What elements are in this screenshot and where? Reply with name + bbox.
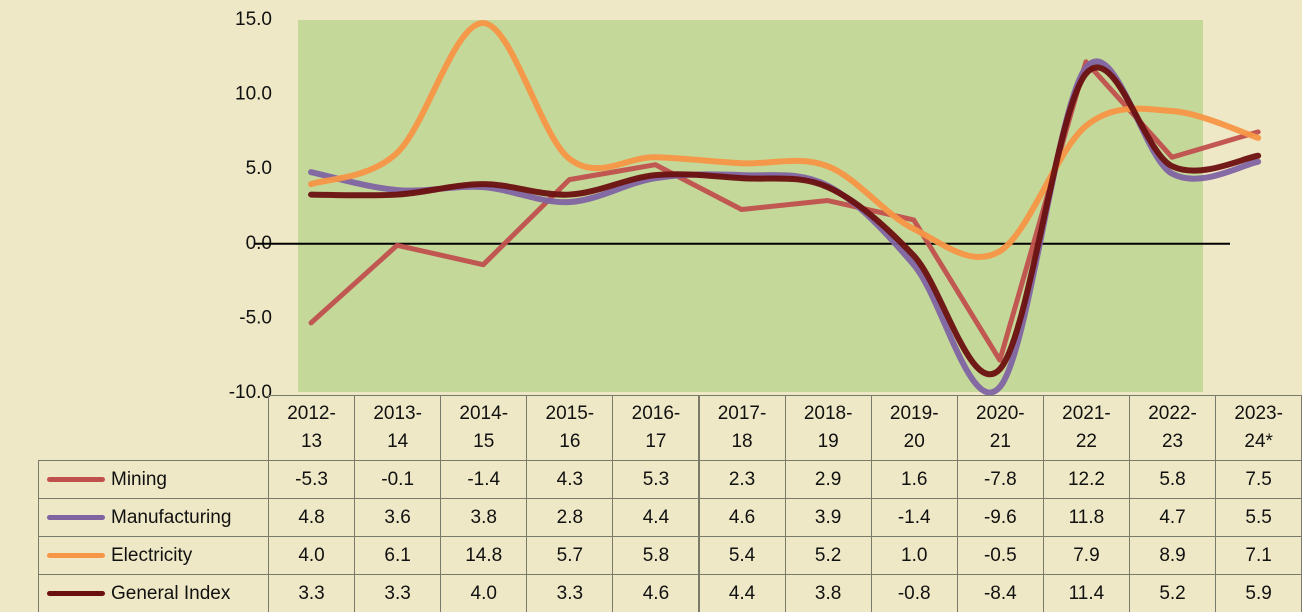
series-line: [308, 59, 1261, 363]
value-cell: 5.7: [526, 536, 614, 575]
legend-entry: Mining: [38, 460, 269, 499]
value-cell: 8.9: [1129, 536, 1217, 575]
category-header: 2013-14: [354, 395, 442, 461]
value-cell: 3.9: [784, 498, 872, 537]
value-cell: 7.1: [1215, 536, 1302, 575]
value-cell: 5.9: [1215, 574, 1302, 612]
value-cell: 5.4: [698, 536, 786, 575]
value-cell: 14.8: [440, 536, 528, 575]
value-cell: 2.9: [784, 460, 872, 499]
value-cell: 5.5: [1215, 498, 1302, 537]
legend-entry: Electricity: [38, 536, 269, 575]
category-header: 2019-20: [870, 395, 958, 461]
value-cell: 6.1: [354, 536, 442, 575]
value-cell: 3.3: [354, 574, 442, 612]
value-cell: 5.2: [784, 536, 872, 575]
value-cell: 2.8: [526, 498, 614, 537]
value-cell: 3.6: [354, 498, 442, 537]
value-cell: 4.3: [526, 460, 614, 499]
legend-swatch: [47, 553, 105, 558]
category-header: 2018-19: [784, 395, 872, 461]
value-cell: 4.4: [698, 574, 786, 612]
category-header: 2022-23: [1129, 395, 1217, 461]
y-tick-label: 5.0: [246, 158, 272, 179]
legend-swatch: [47, 591, 105, 596]
value-cell: -9.6: [956, 498, 1044, 537]
value-cell: -0.5: [956, 536, 1044, 575]
legend-label: General Index: [111, 582, 231, 604]
value-cell: -7.8: [956, 460, 1044, 499]
value-cell: 4.8: [268, 498, 356, 537]
value-cell: 4.4: [612, 498, 700, 537]
value-cell: 3.8: [784, 574, 872, 612]
value-cell: 7.5: [1215, 460, 1302, 499]
value-cell: 4.0: [268, 536, 356, 575]
legend-swatch: [47, 477, 105, 482]
value-cell: 7.9: [1042, 536, 1130, 575]
value-cell: -1.4: [440, 460, 528, 499]
legend-entry: Manufacturing: [38, 498, 269, 537]
y-tick-label: -10.0: [229, 382, 272, 403]
series-line: [308, 19, 1262, 260]
value-cell: 4.7: [1129, 498, 1217, 537]
category-header: 2016-17: [612, 395, 700, 461]
category-header: 2023-24*: [1215, 395, 1302, 461]
value-cell: 1.0: [870, 536, 958, 575]
category-header: 2017-18: [698, 395, 786, 461]
y-tick-label: 15.0: [235, 9, 272, 30]
legend-swatch: [47, 515, 105, 520]
y-tick-label: -5.0: [239, 307, 272, 328]
value-cell: 11.8: [1042, 498, 1130, 537]
value-cell: 4.0: [440, 574, 528, 612]
value-cell: 3.8: [440, 498, 528, 537]
value-cell: -0.1: [354, 460, 442, 499]
value-cell: 4.6: [612, 574, 700, 612]
value-cell: 11.4: [1042, 574, 1130, 612]
value-cell: 5.8: [612, 536, 700, 575]
series-line: [308, 64, 1262, 378]
category-header: 2012-13: [268, 395, 356, 461]
value-cell: 12.2: [1042, 460, 1130, 499]
y-tick-label: 10.0: [235, 84, 272, 105]
category-header: 2020-21: [956, 395, 1044, 461]
value-cell: 5.3: [612, 460, 700, 499]
legend-entry: General Index: [38, 574, 269, 612]
value-cell: -1.4: [870, 498, 958, 537]
value-cell: 4.6: [698, 498, 786, 537]
value-cell: -5.3: [268, 460, 356, 499]
legend-label: Manufacturing: [111, 506, 232, 528]
legend-label: Mining: [111, 468, 167, 490]
plot-area: [298, 20, 1203, 392]
value-cell: 5.2: [1129, 574, 1217, 612]
category-header: 2014-15: [440, 395, 528, 461]
value-cell: 2.3: [698, 460, 786, 499]
value-cell: 3.3: [268, 574, 356, 612]
value-cell: -0.8: [870, 574, 958, 612]
value-cell: 5.8: [1129, 460, 1217, 499]
category-header: 2015-16: [526, 395, 614, 461]
category-header: 2021-22: [1042, 395, 1130, 461]
legend-label: Electricity: [111, 544, 193, 566]
value-cell: 1.6: [870, 460, 958, 499]
value-cell: -8.4: [956, 574, 1044, 612]
value-cell: 3.3: [526, 574, 614, 612]
